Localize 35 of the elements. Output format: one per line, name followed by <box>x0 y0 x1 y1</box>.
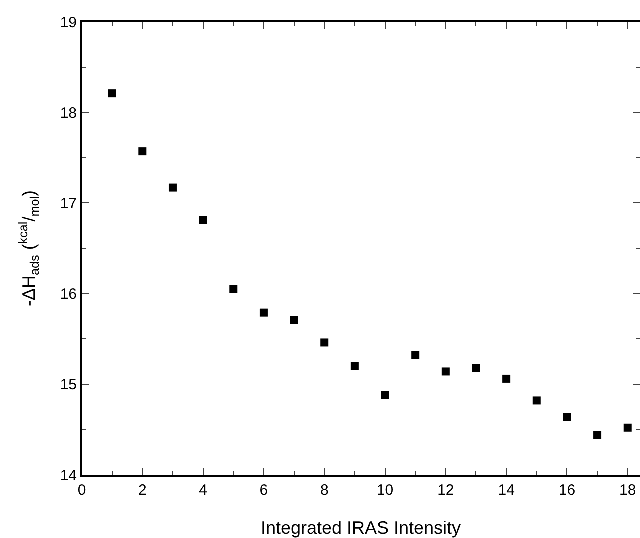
x-tick-label: 16 <box>558 482 576 499</box>
point <box>350 362 359 370</box>
x-tick-label: 10 <box>376 482 394 499</box>
point <box>502 374 511 383</box>
point <box>260 308 268 317</box>
x-axis-title: Integrated IRAS Intensity <box>260 518 462 538</box>
point <box>381 391 390 400</box>
point <box>168 184 177 192</box>
point <box>442 368 450 376</box>
x-tick-label: 0 <box>78 482 86 499</box>
y-tick-label: 19 <box>60 14 77 32</box>
x-tick-label: 6 <box>260 482 268 499</box>
point <box>532 396 541 405</box>
y-tick-label: 14 <box>60 467 77 484</box>
point <box>108 90 116 98</box>
x-tick-label: 14 <box>498 482 515 499</box>
point <box>412 351 420 360</box>
point <box>199 216 208 224</box>
point <box>230 285 238 294</box>
x-tick-label: 8 <box>320 482 329 499</box>
x-tick-label: 4 <box>199 482 208 499</box>
point <box>563 413 572 422</box>
y-tick-label: 18 <box>60 104 77 122</box>
x-tick-label: 12 <box>438 482 454 499</box>
y-tick-label: 16 <box>60 286 77 304</box>
y-tick-label: 15 <box>60 376 77 394</box>
x-tick-label: 18 <box>620 482 636 499</box>
x-tick-label: 2 <box>138 482 147 499</box>
point <box>624 424 632 432</box>
point <box>594 431 602 440</box>
point <box>472 364 480 372</box>
point <box>290 316 298 324</box>
point <box>138 148 147 156</box>
y-tick-label: 17 <box>60 195 77 212</box>
point <box>320 338 329 347</box>
